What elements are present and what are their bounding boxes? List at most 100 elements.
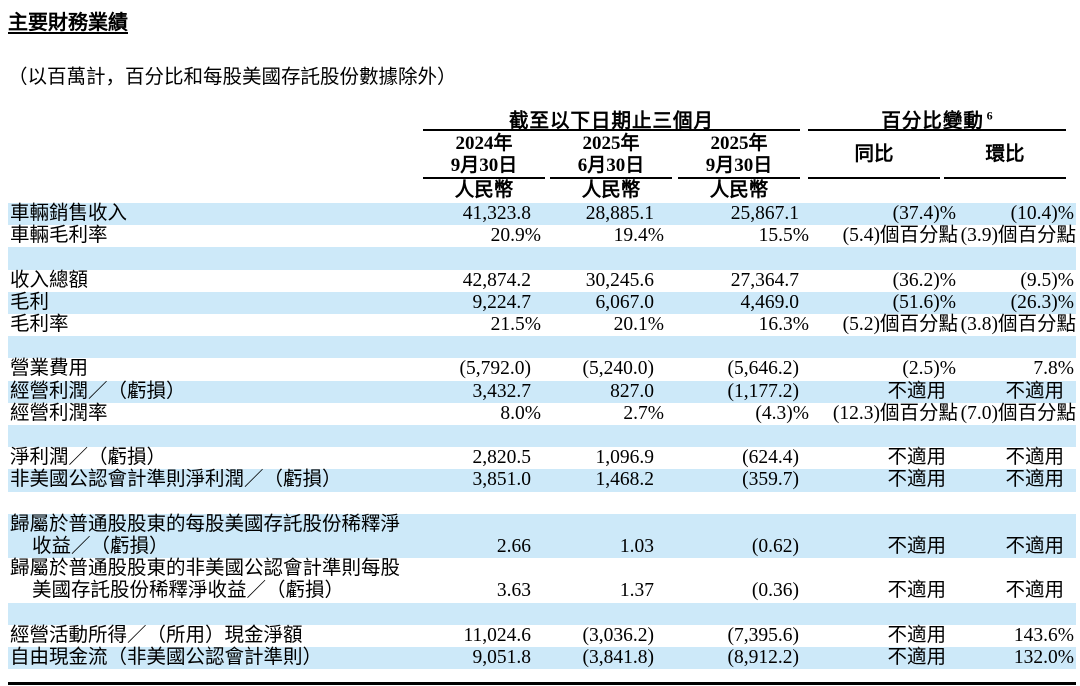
- value-cell: (4.3)%: [755, 402, 809, 424]
- row-label: 車輛銷售收入: [10, 203, 128, 224]
- footnote-reference: 6: [986, 108, 993, 123]
- page-subtitle: （以百萬計，百分比和每股美國存託股份數據除外）: [8, 67, 457, 88]
- table-row: 經營利潤率 8.0% 2.7% (4.3)% (12.3)個百分點 (7.0)個百分點: [8, 403, 1076, 425]
- value-cell: 不適用: [1005, 380, 1064, 402]
- column-rule: [550, 177, 672, 179]
- spacer-row: [8, 425, 1076, 448]
- value-cell: (3,841.8): [582, 646, 655, 668]
- value-cell: (1,177.2): [727, 380, 800, 402]
- row-label: 收入總額: [10, 269, 89, 291]
- change-group-header: 百分比變動 6: [808, 104, 1066, 133]
- value-cell: (36.2)%: [892, 269, 956, 291]
- table-body: 車輛銷售收入 41,323.8 28,885.1 25,867.1 (37.4)% (10…: [8, 203, 1076, 670]
- value-cell: 不適用: [887, 535, 946, 557]
- value-cell: (37.4)%: [892, 203, 956, 224]
- column-year: 2025年: [710, 133, 768, 154]
- value-cell: 1.03: [619, 535, 654, 557]
- value-cell: 27,364.7: [730, 269, 799, 291]
- table-row: 歸屬於普通股股東的每股美國存託股份稀釋淨 收益／（虧損） 2.66 1.03 (0.62…: [8, 513, 1076, 559]
- value-cell: 不適用: [887, 646, 946, 668]
- value-cell: 不適用: [1005, 580, 1064, 602]
- table-row: 歸屬於普通股股東的非美國公認會計準則每股 美國存託股份稀釋淨收益／（虧損） 3.63…: [8, 558, 1076, 602]
- period-group-header: 截至以下日期止三個月: [508, 111, 714, 132]
- value-cell: 3,432.7: [472, 380, 532, 402]
- row-label: 經營利潤率: [10, 402, 108, 424]
- value-cell: 19.4%: [613, 225, 664, 247]
- value-cell: (3.9)個百分點: [960, 225, 1076, 247]
- spacer-row: [8, 247, 1076, 270]
- value-cell: (5,792.0): [459, 358, 532, 380]
- value-cell: (7.0)個百分點: [960, 402, 1076, 424]
- value-cell: (0.36): [751, 580, 799, 602]
- change-group-rule: [808, 129, 1066, 131]
- column-header-period-3: 2025年 9月30日: [678, 133, 800, 177]
- column-date: 6月30日: [577, 155, 645, 176]
- row-label: 歸屬於普通股股東的非美國公認會計準則每股 美國存託股份稀釋淨收益／（虧損）: [10, 558, 401, 602]
- column-header-period-2: 2025年 6月30日: [550, 133, 672, 177]
- value-cell: 41,323.8: [462, 203, 531, 224]
- value-cell: 30,245.6: [585, 269, 654, 291]
- row-label: 營業費用: [10, 358, 89, 380]
- value-cell: 28,885.1: [585, 203, 654, 224]
- table-row: 經營活動所得／（所用）現金淨額 11,024.6 (3,036.2) (7,395.6…: [8, 625, 1076, 647]
- change-group-label: 百分比變動: [881, 111, 984, 132]
- value-cell: 不適用: [1005, 469, 1064, 491]
- value-cell: 不適用: [1005, 535, 1064, 557]
- row-label: 經營利潤／（虧損）: [10, 380, 186, 402]
- value-cell: 4,469.0: [740, 291, 800, 313]
- value-cell: 7.8%: [1033, 358, 1074, 380]
- value-cell: (26.3)%: [1010, 291, 1074, 313]
- value-cell: 不適用: [887, 469, 946, 491]
- value-cell: 不適用: [887, 447, 946, 469]
- value-cell: 不適用: [1005, 447, 1064, 469]
- column-year: 2024年: [455, 133, 513, 154]
- value-cell: 6,067.0: [595, 291, 655, 313]
- column-rule: [944, 177, 1066, 179]
- column-date: 9月30日: [705, 155, 773, 176]
- column-year: 2025年: [582, 133, 640, 154]
- value-cell: (8,912.2): [727, 646, 800, 668]
- value-cell: (7,395.6): [727, 624, 800, 646]
- spacer-row: [8, 336, 1076, 359]
- table-row: 營業費用 (5,792.0) (5,240.0) (5,646.2) (2.5)% 7.8…: [8, 358, 1076, 380]
- value-cell: (51.6)%: [892, 291, 956, 313]
- value-cell: 1,096.9: [595, 447, 655, 469]
- table-row: 車輛銷售收入 41,323.8 28,885.1 25,867.1 (37.4)% (10…: [8, 203, 1076, 226]
- value-cell: 20.9%: [490, 225, 541, 247]
- value-cell: 2.7%: [623, 402, 664, 424]
- table-row: 毛利率 21.5% 20.1% 16.3% (5.2)個百分點 (3.8)個百分點: [8, 314, 1076, 336]
- column-header-yoy: 同比: [854, 144, 894, 165]
- value-cell: 不適用: [887, 380, 946, 402]
- column-header-qoq: 環比: [985, 144, 1025, 165]
- value-cell: 不適用: [887, 580, 946, 602]
- column-rule: [678, 177, 800, 179]
- table-row: 非美國公認會計準則淨利潤／（虧損） 3,851.0 1,468.2 (359.7) 不適…: [8, 469, 1076, 492]
- column-date: 9月30日: [450, 155, 518, 176]
- value-cell: 11,024.6: [463, 624, 531, 646]
- table-row: 淨利潤／（虧損） 2,820.5 1,096.9 (624.4) 不適用 不適用: [8, 447, 1076, 469]
- value-cell: (10.4)%: [1010, 203, 1074, 224]
- value-cell: 42,874.2: [462, 269, 531, 291]
- table-row: 毛利 9,224.7 6,067.0 4,469.0 (51.6)% (26.3)%: [8, 291, 1076, 314]
- value-cell: (5.4)個百分點: [842, 225, 958, 247]
- column-rule: [808, 177, 940, 179]
- table-row: 收入總額 42,874.2 30,245.6 27,364.7 (36.2)% (9.5)…: [8, 270, 1076, 292]
- row-label: 自由現金流（非美國公認會計準則）: [10, 646, 323, 668]
- value-cell: 827.0: [610, 380, 654, 402]
- spacer-row: [8, 602, 1076, 625]
- value-cell: (3,036.2): [582, 624, 655, 646]
- currency-label: 人民幣: [709, 180, 769, 201]
- spacer-row: [8, 492, 1076, 514]
- value-cell: (359.7): [742, 469, 799, 491]
- value-cell: 9,051.8: [472, 646, 532, 668]
- table-row: 自由現金流（非美國公認會計準則） 9,051.8 (3,841.8) (8,912.2…: [8, 646, 1076, 670]
- value-cell: (2.5)%: [902, 358, 956, 380]
- row-label: 歸屬於普通股股東的每股美國存託股份稀釋淨 收益／（虧損）: [10, 513, 401, 557]
- value-cell: 3.63: [496, 580, 531, 602]
- value-cell: 16.3%: [758, 314, 809, 335]
- row-label: 淨利潤／（虧損）: [10, 447, 167, 469]
- value-cell: 15.5%: [758, 225, 809, 247]
- value-cell: 9,224.7: [472, 291, 532, 313]
- currency-label: 人民幣: [454, 180, 514, 201]
